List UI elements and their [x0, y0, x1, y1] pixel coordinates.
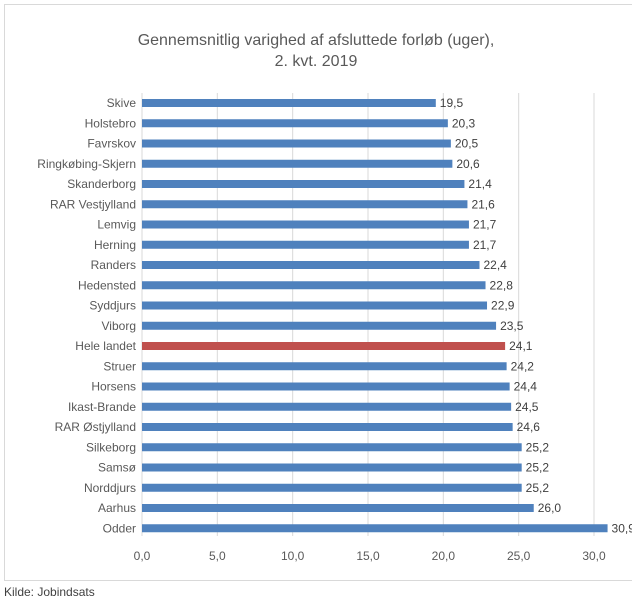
- category-label: Odder: [103, 521, 136, 535]
- category-label: RAR Vestjylland: [50, 197, 136, 211]
- bar: [142, 524, 608, 533]
- bar: [142, 483, 522, 492]
- bar: [142, 139, 451, 148]
- bar: [142, 362, 507, 371]
- category-label: Randers: [91, 258, 136, 272]
- bar: [142, 220, 469, 229]
- bar: [142, 159, 453, 168]
- category-label: Ringkøbing-Skjern: [37, 157, 136, 171]
- category-label: Samsø: [98, 461, 137, 475]
- data-label: 21,7: [473, 238, 497, 252]
- x-tick-label: 5,0: [209, 549, 226, 563]
- bar: [142, 301, 488, 310]
- data-label: 30,9: [612, 521, 632, 535]
- bar: [142, 342, 506, 350]
- data-label: 20,3: [452, 116, 476, 130]
- bar-chart: Skive 19,5 Holstebro 20,3 Favrskov 20,5 Ringkø…: [37, 93, 632, 563]
- bar: [142, 382, 510, 391]
- chart-frame: [4, 4, 632, 581]
- bar: [142, 281, 486, 290]
- data-label: 22,4: [483, 258, 507, 272]
- data-label: 21,7: [473, 218, 497, 232]
- category-label: Struer: [103, 359, 136, 373]
- bar: [142, 240, 469, 249]
- category-label: Viborg: [102, 319, 136, 333]
- bar: [142, 180, 465, 188]
- category-label: Hele landet: [75, 339, 136, 353]
- bar: [142, 443, 522, 452]
- x-tick-label: 20,0: [432, 549, 456, 563]
- bar: [142, 99, 436, 107]
- category-label: Aarhus: [98, 501, 136, 515]
- data-label: 24,5: [515, 400, 539, 414]
- data-label: 22,9: [491, 299, 515, 313]
- bar: [142, 200, 468, 209]
- data-label: 22,8: [490, 278, 514, 292]
- bar: [142, 402, 512, 411]
- data-label: 25,2: [526, 440, 550, 454]
- data-label: 24,4: [514, 380, 538, 394]
- data-label: 21,6: [471, 197, 495, 211]
- category-label: RAR Østjylland: [55, 420, 136, 434]
- data-label: 20,5: [455, 137, 479, 151]
- data-label: 24,2: [511, 359, 535, 373]
- category-label: Skanderborg: [67, 177, 136, 191]
- bar: [142, 423, 513, 431]
- data-label: 25,2: [526, 481, 550, 495]
- category-label: Skive: [107, 96, 137, 110]
- data-label: 20,6: [456, 157, 480, 171]
- chart-title-line-2: 2. kvt. 2019: [274, 53, 358, 70]
- bar: [142, 463, 522, 472]
- source-note: Kilde: Jobindsats: [4, 585, 95, 599]
- chart-title-line-1: Gennemsnitlig varighed af afsluttede for…: [137, 32, 495, 49]
- data-label: 21,4: [468, 177, 492, 191]
- category-label: Norddjurs: [84, 481, 136, 495]
- data-label: 24,6: [517, 420, 541, 434]
- category-label: Lemvig: [97, 218, 136, 232]
- x-tick-label: 25,0: [507, 549, 531, 563]
- bar: [142, 119, 448, 128]
- chart-title: Gennemsnitlig varighed af afsluttede for…: [0, 30, 632, 72]
- category-label: Horsens: [91, 380, 136, 394]
- data-label: 24,1: [509, 339, 533, 353]
- bar: [142, 504, 534, 512]
- data-label: 25,2: [526, 461, 550, 475]
- data-label: 26,0: [538, 501, 562, 515]
- data-label: 23,5: [500, 319, 524, 333]
- category-label: Silkeborg: [86, 440, 136, 454]
- category-label: Herning: [94, 238, 136, 252]
- x-tick-label: 15,0: [356, 549, 380, 563]
- category-label: Syddjurs: [89, 299, 136, 313]
- category-label: Ikast-Brande: [68, 400, 136, 414]
- category-label: Holstebro: [85, 116, 137, 130]
- category-label: Hedensted: [78, 278, 136, 292]
- x-tick-label: 30,0: [582, 549, 606, 563]
- category-label: Favrskov: [87, 137, 136, 151]
- x-tick-label: 0,0: [134, 549, 151, 563]
- x-tick-label: 10,0: [281, 549, 305, 563]
- data-label: 19,5: [440, 96, 464, 110]
- bar: [142, 321, 497, 330]
- bar: [142, 261, 480, 269]
